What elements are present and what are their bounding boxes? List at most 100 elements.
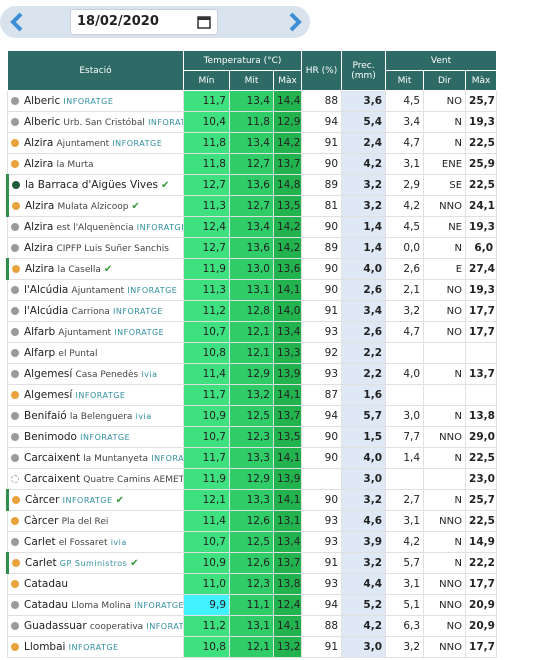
status-dot [11,349,19,357]
header-station: Estació [7,50,184,91]
wind-mit-cell: 2,6 [385,258,425,280]
station-row[interactable]: la Barraca d'Aigües Vives ✔ 12,7 13,6 14,8 89… [6,174,498,196]
wind-mit-cell: 3,1 [385,573,425,595]
station-row[interactable]: Algemesí INFORATGE 11,7 13,2 14,1 87 1,6 [7,384,498,406]
temp-mit-cell: 13,2 [229,384,274,406]
station-cell: Alzira Ajuntament INFORATGE [7,132,184,154]
station-row[interactable]: Carlet GP Suministros ✔ 10,9 12,6 13,7 91 3,2 5… [6,552,498,574]
wind-max-cell: 23,0 [465,468,498,490]
station-row[interactable]: Alzira CIPFP Luis Suñer Sanchis 12,7 13,6 1… [7,237,498,259]
temp-min-cell: 11,0 [183,573,230,595]
humidity-cell: 90 [301,216,343,238]
temp-min-cell: 10,7 [183,426,230,448]
wind-dir-cell: N [423,363,467,385]
station-town: Alfarp [24,347,56,359]
station-row[interactable]: Benimodo INFORATGE 10,7 12,3 13,5 90 1,5 7,7 NN… [7,426,498,448]
status-dot [11,454,19,462]
precipitation-cell: 3,2 [341,552,387,574]
station-row[interactable]: Alzira la Casella ✔ 11,9 13,0 13,6 90 4,0 2,6 E 2… [6,258,498,280]
wind-dir-cell: N [423,237,467,259]
temp-min-cell: 10,8 [183,342,230,364]
station-row[interactable]: Llombai INFORATGE 10,8 12,1 13,2 91 3,0 3,2 NNO… [7,636,498,658]
temp-mit-cell: 12,3 [229,426,274,448]
humidity-cell: 90 [301,279,343,301]
station-town: Alfarb [24,326,56,338]
station-town: Llombai [24,641,66,653]
status-dot [11,160,19,168]
precipitation-cell: 3,2 [341,489,387,511]
station-site: Urb. San Cristóbal [63,118,145,128]
station-site: Ajuntament [58,328,112,338]
station-row[interactable]: Càrcer Pla del Rei 11,4 12,6 13,1 93 4,6 3,1 NN… [7,510,498,532]
station-row[interactable]: Alzira la Murta 11,8 12,7 13,7 90 4,2 3,1 ENE 25… [7,153,498,175]
status-dot [12,202,20,210]
station-row[interactable]: l'Alcúdia Carriona INFORATGE 11,2 12,8 14,0… [7,300,498,322]
temp-min-cell: 10,9 [183,405,230,427]
station-row[interactable]: Alberic Urb. San Cristóbal INFORATGE10,4… [7,111,498,133]
prev-day-button[interactable] [4,8,32,36]
station-row[interactable]: Benifaió la Belenguera ivia 10,9 12,5 13,7 9… [7,405,498,427]
station-row[interactable]: Catadau Lloma Molina INFORATGE 9,9 11,1 12,… [7,594,498,616]
temp-mit-cell: 12,6 [229,510,274,532]
temp-max-cell: 13,6 [272,258,303,280]
wind-max-cell: 20,9 [465,594,498,616]
station-row[interactable]: Alzira est l'Alquenència INFORATGE 12,4 13… [7,216,498,238]
station-row[interactable]: Alberic INFORATGE 11,7 13,4 14,4 88 3,6 4,5 NO 2… [7,90,498,112]
station-row[interactable]: l'Alcúdia Ajuntament INFORATGE 11,3 13,1 14… [7,279,498,301]
station-site: la Murta [56,160,94,170]
status-dot [11,118,19,126]
station-row[interactable]: Alfarb Ajuntament INFORATGE 10,7 12,1 13,4 9… [7,321,498,343]
temp-min-cell: 10,8 [183,636,230,658]
temp-min-cell: 11,3 [183,279,230,301]
temp-max-cell: 13,3 [272,342,303,364]
calendar-icon[interactable] [197,15,211,29]
date-text: 18/02/2020 [77,14,159,29]
station-row[interactable]: Alfarp el Puntal 10,8 12,1 13,3 92 2,2 [7,342,498,364]
station-cell: Guadassuar cooperativa INFORATGE [7,615,184,637]
temp-mit-cell: 12,5 [229,405,274,427]
station-cell: Alzira est l'Alquenència INFORATGE [7,216,184,238]
station-row[interactable]: Carcaixent la Muntanyeta INFORATGE11,713… [7,447,498,469]
station-row[interactable]: Guadassuar cooperativa INFORATGE11,213,1… [7,615,498,637]
status-dot [11,97,19,105]
precipitation-cell: 4,0 [341,258,387,280]
humidity-cell: 89 [301,237,343,259]
wind-mit-cell: 5,1 [385,594,425,616]
temp-mit-cell: 12,1 [229,342,274,364]
station-row[interactable]: Algemesí Casa Penedès ivia 11,4 12,9 13,9 93… [7,363,498,385]
precipitation-cell: 3,2 [341,195,387,217]
temp-min-cell: 12,7 [183,174,230,196]
date-bar: 18/02/2020 [0,6,310,38]
station-row[interactable]: Carlet el Fossaret ivia 10,7 12,5 13,4 93 3,9… [7,531,498,553]
next-day-button[interactable] [280,8,308,36]
temp-min-cell: 9,9 [183,594,230,616]
station-row[interactable]: Alzira Ajuntament INFORATGE 11,8 13,4 14,2 9… [7,132,498,154]
wind-max-cell: 29,0 [465,426,498,448]
wind-dir-cell: NE [423,216,467,238]
status-dot [11,433,19,441]
temp-min-cell: 11,8 [183,153,230,175]
temp-min-cell: 11,2 [183,615,230,637]
humidity-cell: 93 [301,531,343,553]
wind-max-cell: 22,2 [465,552,498,574]
wind-mit-cell [385,342,425,364]
station-row[interactable]: Càrcer INFORATGE ✔ 12,1 13,3 14,1 90 3,2 2,7 N 25… [6,489,498,511]
humidity-cell: 88 [301,615,343,637]
wind-dir-cell: NO [423,615,467,637]
temp-max-cell: 13,1 [272,510,303,532]
wind-max-cell: 24,1 [465,195,498,217]
wind-dir-cell: NNO [423,510,467,532]
temp-max-cell: 14,2 [272,237,303,259]
station-row[interactable]: Carcaixent Quatre Camins AEMET 11,9 12,9 13… [7,468,498,490]
wind-max-cell: 25,9 [465,153,498,175]
status-dot [11,412,19,420]
station-row[interactable]: Catadau 11,0 12,3 13,8 93 4,4 3,1 NNO 17,7 [7,573,498,595]
station-row[interactable]: Alzira Mulata Alzicoop ✔ 11,3 12,7 13,5 81 3,2… [6,195,498,217]
date-input[interactable]: 18/02/2020 [70,9,218,35]
wind-mit-cell [385,468,425,490]
header-wind-max: Màx [465,70,498,91]
verified-check: ✔ [115,495,124,506]
wind-max-cell: 17,7 [465,636,498,658]
network-tag: ivia [110,538,127,547]
temp-min-cell: 12,7 [183,237,230,259]
